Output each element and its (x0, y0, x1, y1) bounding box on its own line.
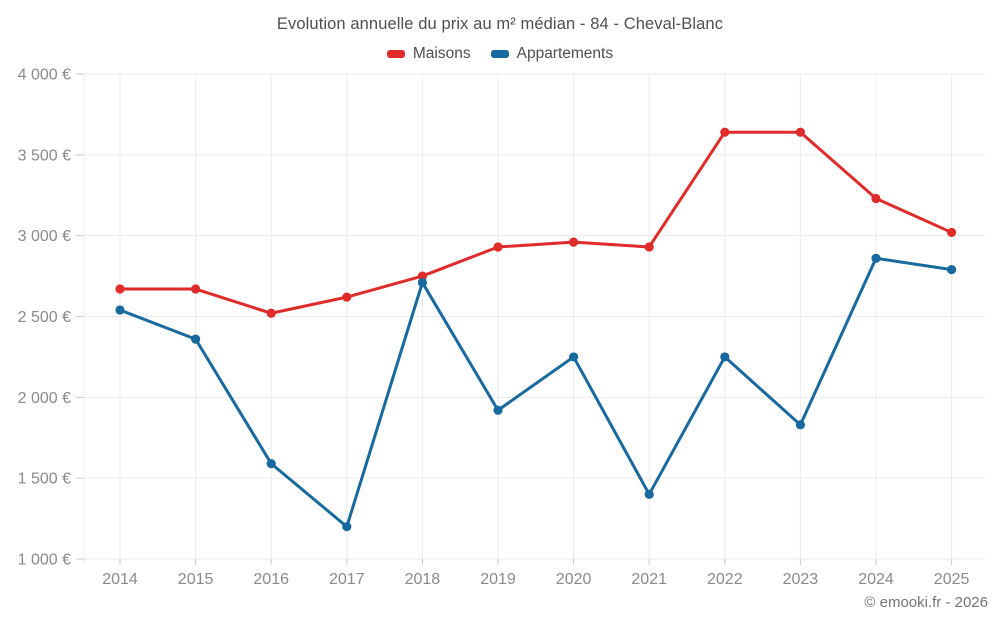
data-point-maisons[interactable] (795, 127, 806, 137)
series-line-appartements (118, 256, 954, 529)
chart-legend: Maisons Appartements (0, 45, 1000, 63)
y-axis-label: 1 500 € (18, 471, 71, 488)
data-point-appartements[interactable] (191, 334, 201, 344)
data-point-appartements[interactable] (569, 352, 579, 362)
legend-item-appartements[interactable]: Appartements (490, 45, 614, 63)
x-axis-label: 2019 (480, 571, 516, 588)
data-point-appartements[interactable] (493, 405, 503, 415)
x-axis-label: 2018 (405, 571, 441, 588)
legend-swatch-appartements-icon (490, 50, 509, 58)
data-point-maisons[interactable] (569, 237, 579, 247)
y-axis-label: 3 500 € (18, 147, 71, 164)
x-axis-label: 2022 (707, 571, 743, 588)
x-axis-label: 2025 (934, 571, 970, 588)
data-point-appartements[interactable] (644, 489, 654, 499)
data-point-maisons[interactable] (871, 193, 881, 204)
x-axis-label: 2017 (329, 571, 365, 588)
data-point-maisons[interactable] (115, 284, 125, 294)
y-axis-label: 1 000 € (18, 552, 71, 569)
y-axis-label: 4 000 € (18, 67, 71, 84)
data-point-appartements[interactable] (115, 305, 125, 315)
y-axis-label: 2 000 € (18, 390, 71, 407)
x-axis-label: 2015 (178, 571, 214, 588)
data-point-maisons[interactable] (644, 242, 654, 252)
x-axis-label: 2020 (556, 571, 592, 588)
data-point-maisons[interactable] (191, 284, 201, 294)
data-point-appartements[interactable] (947, 265, 957, 275)
data-point-appartements[interactable] (417, 277, 427, 288)
x-axis-label: 2023 (783, 571, 819, 588)
data-point-maisons[interactable] (720, 127, 730, 137)
data-point-maisons[interactable] (947, 227, 957, 238)
data-point-appartements[interactable] (342, 522, 352, 532)
x-axis-label: 2016 (253, 571, 289, 588)
chart-title: Evolution annuelle du prix au m² médian … (276, 15, 724, 33)
legend-label-maisons: Maisons (412, 45, 471, 62)
y-axis-label: 3 000 € (18, 228, 71, 245)
data-point-maisons[interactable] (342, 292, 352, 302)
data-point-maisons[interactable] (266, 308, 276, 318)
data-point-appartements[interactable] (871, 253, 881, 263)
data-point-maisons[interactable] (417, 271, 427, 281)
data-point-appartements[interactable] (720, 352, 730, 362)
x-axis-label: 2024 (858, 571, 894, 588)
series-line-maisons (118, 130, 954, 315)
legend-item-maisons[interactable]: Maisons (386, 45, 471, 63)
legend-swatch-maisons-icon (386, 50, 405, 58)
data-point-appartements[interactable] (795, 420, 806, 430)
data-point-maisons[interactable] (493, 242, 503, 252)
data-point-appartements[interactable] (266, 459, 276, 469)
x-axis-label: 2021 (631, 571, 667, 588)
y-axis-label: 2 500 € (18, 309, 71, 326)
x-axis-label: 2014 (102, 571, 138, 588)
credit-text: © emooki.fr - 2026 (864, 594, 988, 611)
legend-label-appartements: Appartements (516, 45, 614, 62)
